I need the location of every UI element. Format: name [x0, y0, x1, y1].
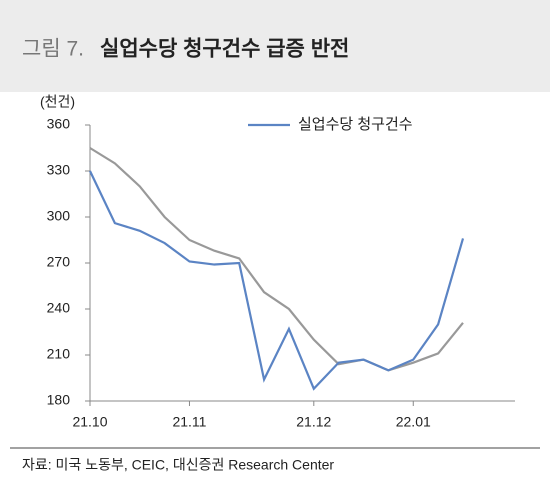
y-tick-label: 210 [47, 346, 71, 362]
x-tick-label: 21.12 [296, 414, 331, 430]
legend-label: 실업수당 청구건수 [298, 116, 413, 133]
y-tick-label: 270 [47, 254, 71, 270]
x-tick-label: 22.01 [396, 414, 431, 430]
series-line [89, 170, 465, 391]
header-band [0, 0, 550, 92]
source: 자료: 미국 노동부, CEIC, 대신증권 Research Center [22, 457, 334, 473]
y-axis-label: (천건) [40, 94, 75, 110]
y-tick-label: 180 [47, 392, 71, 408]
y-tick-label: 240 [47, 300, 71, 316]
y-tick-label: 330 [47, 162, 71, 178]
figure-label: 그림 7. [22, 38, 84, 61]
x-tick-label: 21.10 [72, 414, 107, 430]
x-tick-label: 21.11 [172, 414, 206, 430]
chart-title: 실업수당 청구건수 급증 반전 [100, 38, 349, 61]
y-tick-label: 360 [47, 116, 71, 132]
y-tick-label: 300 [47, 208, 71, 224]
series-line [89, 147, 464, 372]
